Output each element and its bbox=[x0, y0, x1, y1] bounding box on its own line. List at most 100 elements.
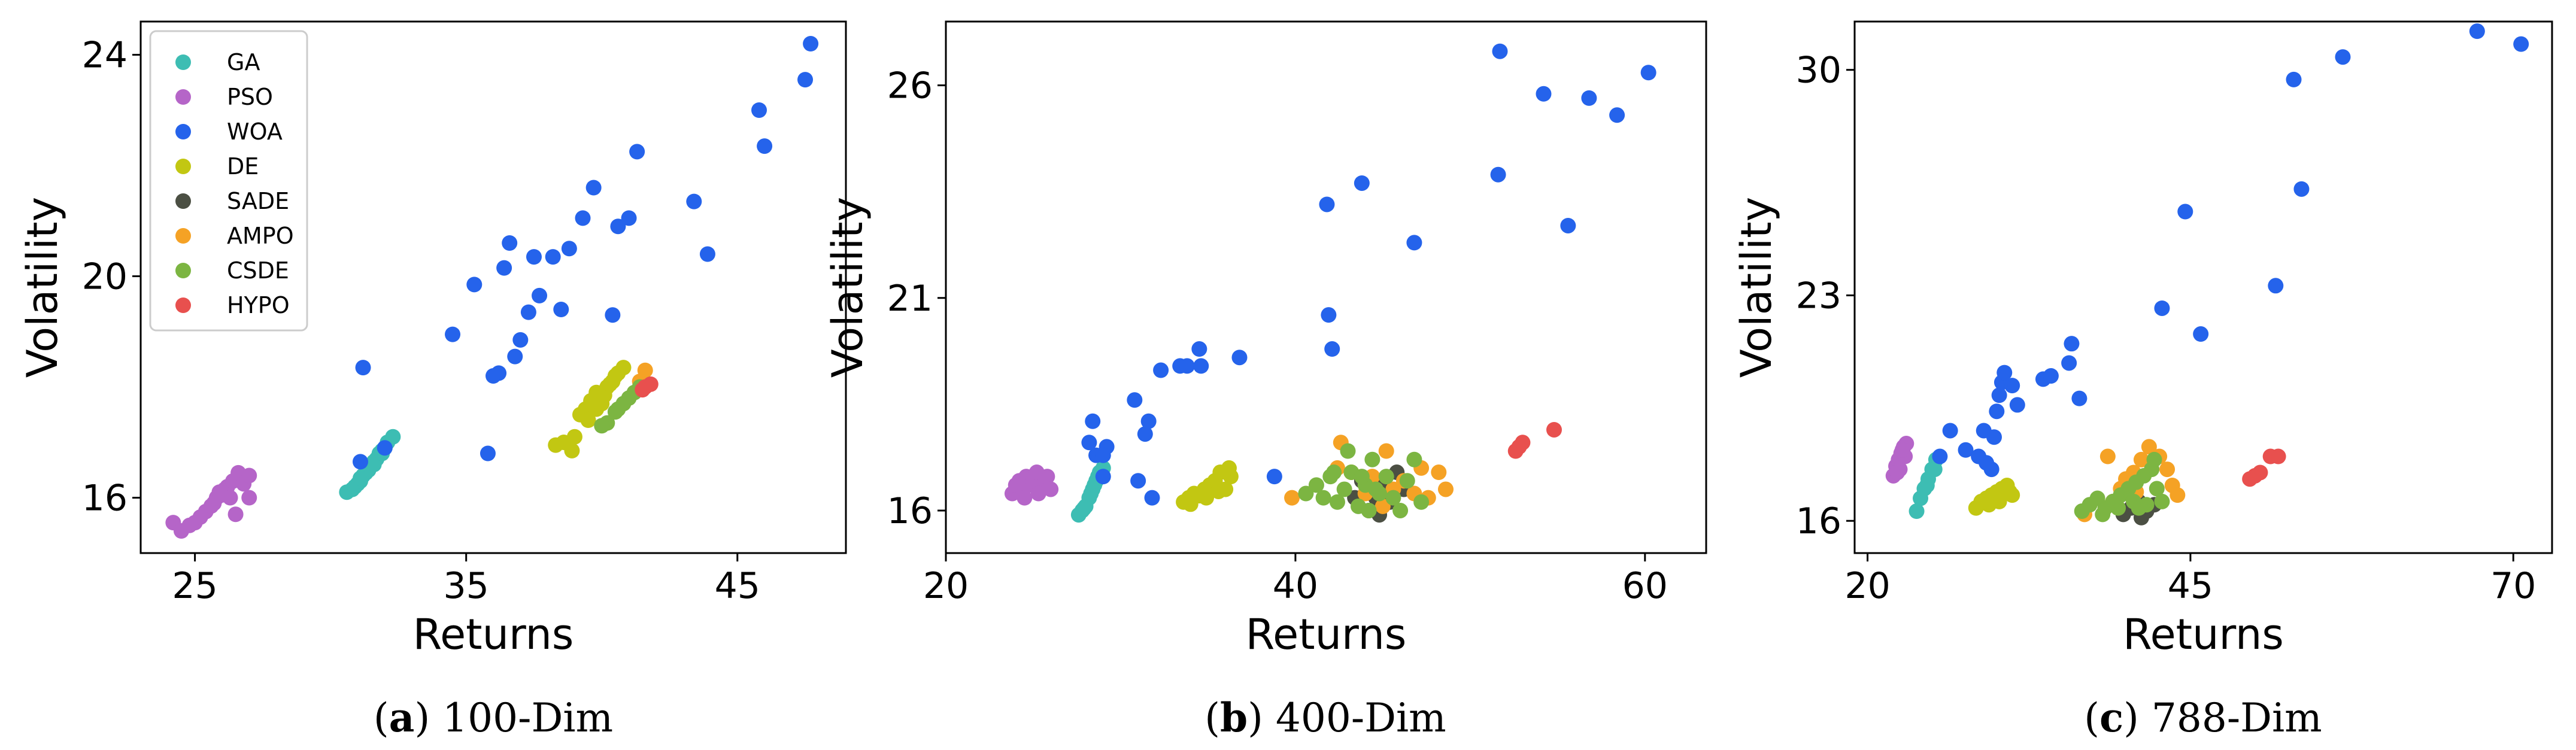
y-tick-label: 16 bbox=[887, 490, 933, 532]
data-point bbox=[1298, 485, 1314, 502]
data-points bbox=[1004, 43, 1656, 523]
legend-marker bbox=[175, 228, 191, 244]
series-pso bbox=[1885, 436, 1914, 484]
data-point bbox=[553, 302, 569, 317]
x-ticks: 20 40 60 bbox=[923, 553, 1668, 607]
series-hypo bbox=[635, 376, 659, 398]
y-axis-label: Volatility bbox=[823, 197, 872, 378]
data-point bbox=[1144, 490, 1160, 506]
data-point bbox=[1926, 461, 1943, 478]
data-point bbox=[1399, 473, 1415, 489]
y-tick-label: 30 bbox=[1796, 50, 1841, 92]
y-tick-label: 16 bbox=[1796, 500, 1841, 542]
data-point bbox=[1326, 464, 1342, 481]
caption-label: 100-Dim bbox=[430, 695, 613, 741]
data-point bbox=[385, 429, 401, 445]
data-point bbox=[1193, 358, 1209, 374]
y-ticks: 16 21 26 bbox=[887, 65, 946, 532]
data-point bbox=[1385, 490, 1401, 506]
data-point bbox=[1375, 498, 1391, 514]
x-tick-label: 20 bbox=[1844, 565, 1890, 607]
data-point bbox=[803, 36, 819, 51]
data-point bbox=[1909, 503, 1925, 520]
data-point bbox=[629, 144, 645, 160]
series-de bbox=[1968, 477, 2020, 516]
data-point bbox=[2131, 500, 2147, 516]
data-point bbox=[520, 304, 536, 320]
panel-a: 25 35 45 16 20 24 Returns Volatility GA PSO WO… bbox=[18, 20, 847, 741]
data-point bbox=[1354, 175, 1370, 191]
legend-label: CSDE bbox=[227, 257, 289, 284]
legend-marker bbox=[175, 297, 191, 313]
data-point bbox=[2071, 390, 2087, 406]
data-point bbox=[1979, 455, 1995, 471]
data-point bbox=[532, 287, 548, 303]
x-tick-label: 45 bbox=[2168, 565, 2213, 607]
data-point bbox=[1199, 490, 1215, 506]
data-point bbox=[480, 445, 496, 461]
legend-marker bbox=[175, 159, 191, 174]
data-point bbox=[1127, 392, 1143, 408]
caption: (c) 788-Dim bbox=[2084, 694, 2322, 741]
data-point bbox=[2268, 278, 2284, 294]
panel-c: 20 45 70 16 23 30 Returns Volatility (c) 788… bbox=[1732, 20, 2553, 741]
x-tick-label: 35 bbox=[444, 565, 489, 607]
data-point bbox=[2286, 71, 2302, 87]
data-point bbox=[686, 193, 702, 209]
y-tick-label: 20 bbox=[82, 256, 128, 298]
series-de bbox=[548, 360, 632, 458]
data-point bbox=[1991, 493, 2007, 509]
data-point bbox=[610, 218, 626, 235]
data-point bbox=[1560, 217, 1576, 233]
data-point bbox=[2170, 487, 2186, 503]
data-point bbox=[1043, 481, 1059, 497]
x-tick-label: 45 bbox=[715, 565, 760, 607]
data-point bbox=[1361, 502, 1377, 518]
data-point bbox=[1894, 442, 1910, 458]
data-point bbox=[1153, 362, 1169, 378]
series-csde bbox=[2074, 451, 2170, 523]
data-point bbox=[1137, 426, 1153, 442]
caption-letter: c bbox=[2099, 694, 2123, 741]
data-point bbox=[241, 490, 257, 506]
data-point bbox=[1130, 473, 1146, 489]
x-tick-label: 25 bbox=[172, 565, 217, 607]
x-tick-label: 60 bbox=[1622, 565, 1668, 607]
data-point bbox=[610, 401, 626, 417]
data-point bbox=[352, 470, 368, 487]
data-point bbox=[1581, 90, 1597, 106]
data-points bbox=[1885, 23, 2529, 526]
data-point bbox=[1319, 196, 1335, 212]
series-pso bbox=[165, 464, 257, 539]
data-point bbox=[1179, 358, 1195, 374]
legend-label: GA bbox=[227, 49, 260, 75]
data-point bbox=[1640, 65, 1656, 81]
y-axis-label: Volatility bbox=[18, 197, 67, 378]
data-point bbox=[2099, 448, 2116, 464]
data-point bbox=[1081, 435, 1097, 451]
legend-label: AMPO bbox=[227, 223, 294, 249]
legend-marker bbox=[175, 89, 191, 105]
data-point bbox=[1354, 469, 1370, 485]
plot-area-frame bbox=[139, 20, 847, 554]
data-point bbox=[2043, 368, 2059, 384]
data-point bbox=[2004, 378, 2020, 394]
data-point bbox=[2154, 493, 2170, 509]
data-point bbox=[1546, 421, 1562, 438]
data-point bbox=[2469, 23, 2485, 40]
data-point bbox=[2270, 448, 2286, 464]
x-ticks: 20 45 70 bbox=[1844, 553, 2536, 607]
data-point bbox=[1329, 494, 1345, 510]
data-point bbox=[575, 210, 591, 226]
data-point bbox=[2293, 181, 2310, 197]
series-woa bbox=[1081, 43, 1656, 506]
legend-label: DE bbox=[227, 153, 259, 180]
x-axis-label: Returns bbox=[2123, 610, 2284, 659]
plot-area-frame bbox=[1853, 20, 2553, 554]
legend-box bbox=[149, 30, 308, 332]
legend-item-de: DE bbox=[175, 153, 259, 180]
y-tick-label: 21 bbox=[887, 278, 933, 320]
x-axis-label: Returns bbox=[413, 610, 574, 659]
data-points bbox=[165, 36, 819, 539]
data-point bbox=[466, 277, 483, 293]
